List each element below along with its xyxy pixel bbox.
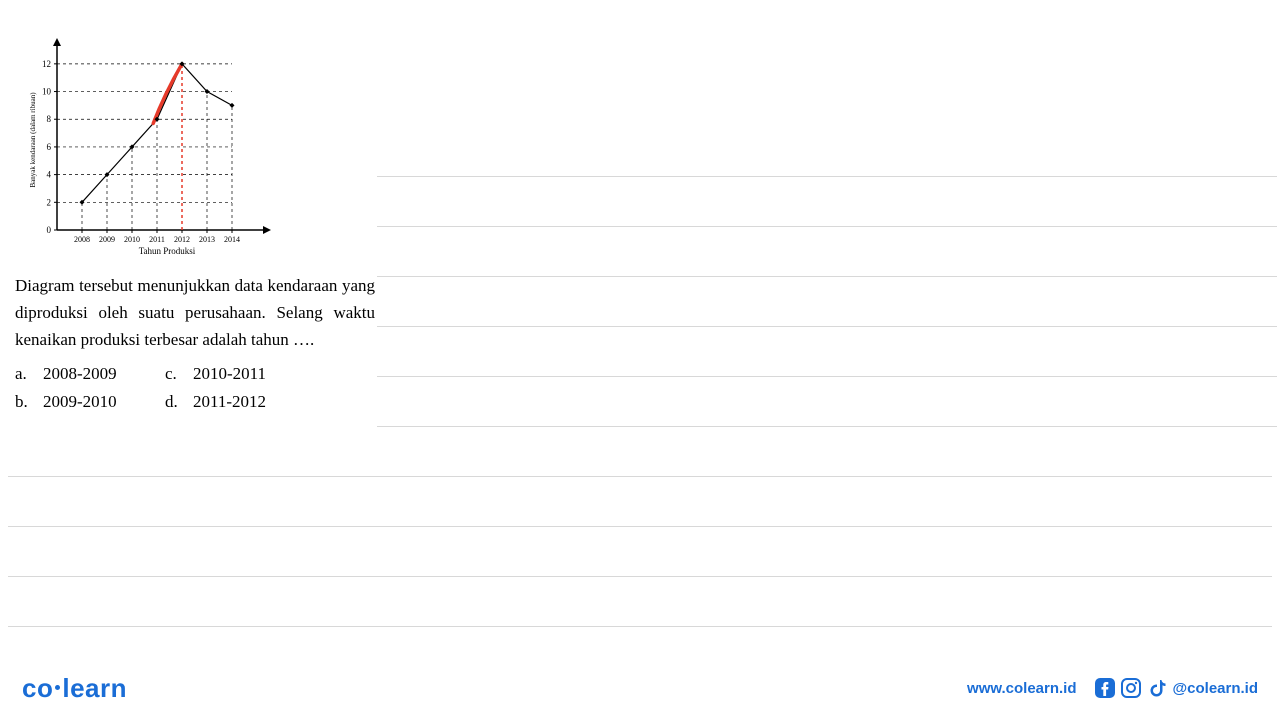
footer: colearn www.colearn.id @colearn.id: [0, 662, 1280, 720]
svg-text:2009: 2009: [99, 235, 115, 244]
option-label: a.: [15, 360, 43, 389]
option-c: c.2010-2011: [165, 360, 315, 389]
svg-text:10: 10: [42, 87, 52, 97]
option-label: d.: [165, 388, 193, 417]
question-block: 0 2 4 6 8 10 12 2008 2009 2010 2011 2012 2013 2014 Tah…: [15, 30, 375, 417]
svg-text:2011: 2011: [149, 235, 165, 244]
svg-text:2008: 2008: [74, 235, 90, 244]
option-text: 2009-2010: [43, 388, 117, 417]
ruled-lines-partial: [377, 0, 1277, 660]
question-text: Diagram tersebut menunjukkan data kendar…: [15, 272, 375, 354]
logo-part-2: learn: [62, 673, 127, 703]
option-text: 2008-2009: [43, 360, 117, 389]
option-d: d.2011-2012: [165, 388, 315, 417]
option-text: 2011-2012: [193, 388, 266, 417]
footer-right: www.colearn.id @colearn.id: [967, 678, 1258, 698]
option-text: 2010-2011: [193, 360, 266, 389]
svg-text:8: 8: [47, 114, 52, 124]
instagram-icon: [1121, 678, 1141, 698]
svg-text:Tahun Produksi: Tahun Produksi: [139, 246, 196, 256]
option-label: b.: [15, 388, 43, 417]
svg-text:0: 0: [47, 225, 52, 235]
option-a: a.2008-2009: [15, 360, 165, 389]
svg-text:2010: 2010: [124, 235, 140, 244]
svg-text:2013: 2013: [199, 235, 215, 244]
svg-text:4: 4: [47, 170, 52, 180]
social-group: @colearn.id: [1095, 678, 1258, 698]
option-b: b.2009-2010: [15, 388, 165, 417]
logo-part-1: co: [22, 673, 53, 703]
svg-text:2012: 2012: [174, 235, 190, 244]
svg-text:Banyak kendaraan (dalam ribuan: Banyak kendaraan (dalam ribuan): [29, 92, 37, 188]
options-grid: a.2008-2009c.2010-2011b.2009-2010d.2011-…: [15, 360, 375, 418]
brand-logo: colearn: [22, 673, 127, 704]
svg-text:12: 12: [42, 59, 51, 69]
option-label: c.: [165, 360, 193, 389]
facebook-icon: [1095, 678, 1115, 698]
svg-text:6: 6: [47, 142, 52, 152]
logo-dot: [55, 685, 60, 690]
svg-text:2: 2: [47, 197, 52, 207]
line-chart: 0 2 4 6 8 10 12 2008 2009 2010 2011 2012 2013 2014 Tah…: [25, 30, 285, 260]
tiktok-icon: [1147, 678, 1167, 698]
footer-url: www.colearn.id: [967, 680, 1076, 697]
svg-text:2014: 2014: [224, 235, 240, 244]
footer-handle: @colearn.id: [1173, 680, 1258, 697]
